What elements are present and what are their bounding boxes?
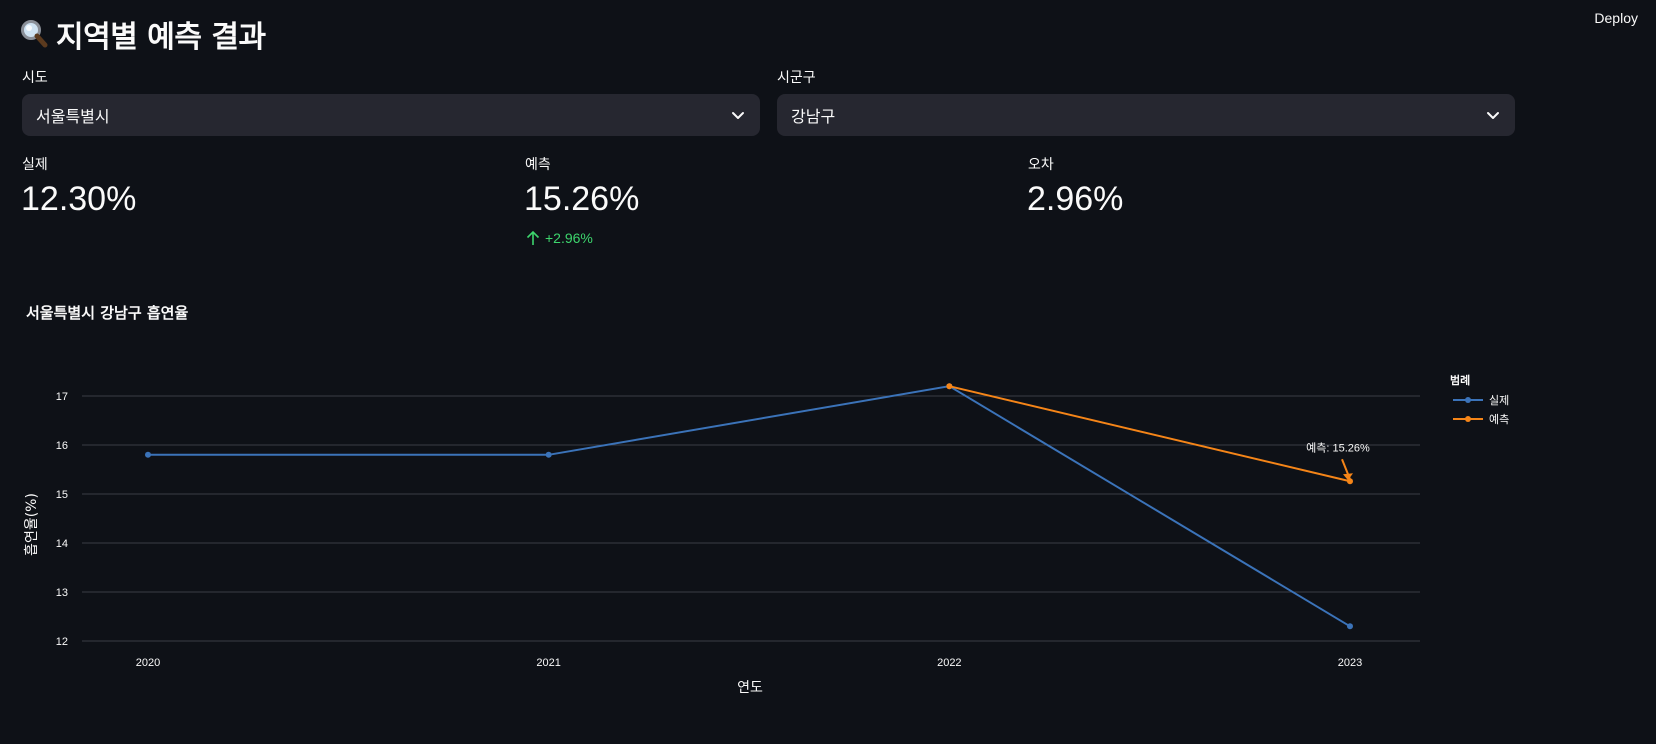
chevron-down-icon: [732, 112, 744, 119]
x-tick-label: 2022: [937, 657, 961, 669]
legend-swatch-point: [1465, 397, 1471, 403]
y-tick-label: 12: [56, 636, 68, 648]
metric-actual-label: 실제: [22, 157, 48, 173]
deploy-button[interactable]: Deploy: [1594, 10, 1638, 26]
x-tick-label: 2020: [136, 657, 160, 669]
x-tick-label: 2021: [536, 657, 560, 669]
sido-label: 시도: [22, 70, 48, 86]
metric-predicted-label: 예측: [525, 157, 551, 173]
y-tick-label: 17: [56, 391, 68, 403]
x-ticks: 2020 2021 2022 2023: [136, 657, 1362, 669]
chevron-down-icon: [1487, 112, 1499, 119]
series-lines: [145, 383, 1353, 630]
sido-select[interactable]: 서울특별시: [22, 94, 760, 136]
line-chart: 12 13 14 15 16 17 2020 2021 2022 2023 예측: 15.26%…: [24, 373, 1509, 696]
sigungu-select-value: 강남구: [791, 107, 836, 126]
sigungu-select[interactable]: 강남구: [777, 94, 1515, 136]
data-point: [545, 451, 552, 458]
y-tick-label: 16: [56, 440, 68, 452]
x-tick-label: 2023: [1338, 657, 1362, 669]
metric-predicted-delta: +2.96%: [526, 230, 593, 246]
metric-predicted-delta-text: +2.96%: [545, 230, 593, 246]
sigungu-label: 시군구: [777, 70, 816, 86]
data-point: [946, 383, 953, 390]
annotations: 예측: 15.26%: [1306, 441, 1370, 481]
legend-title: 범례: [1450, 373, 1470, 387]
grid-lines: [82, 395, 1420, 642]
data-point: [145, 451, 151, 458]
y-tick-label: 13: [56, 587, 68, 599]
page-title-text: 지역별 예측 결과: [56, 20, 266, 55]
data-point: [1347, 623, 1353, 630]
series-line-actual: [148, 385, 1351, 628]
arrow-up-icon: [526, 230, 540, 245]
y-ticks: 12 13 14 15 16 17: [56, 391, 68, 648]
x-axis-label: 연도: [737, 680, 763, 696]
chart-title: 서울특별시 강남구 흡연율: [26, 304, 189, 322]
metric-error-value: 2.96%: [1027, 180, 1124, 218]
sido-select-value: 서울특별시: [36, 107, 110, 126]
legend-label: 예측: [1489, 413, 1509, 426]
y-tick-label: 15: [56, 489, 68, 501]
y-tick-label: 14: [56, 538, 68, 550]
annotation-label: 예측: 15.26%: [1306, 441, 1370, 454]
metric-predicted-value: 15.26%: [524, 180, 640, 218]
magnifier-icon: [20, 19, 48, 49]
annotation-arrowhead: [1343, 473, 1353, 481]
metric-error-label: 오차: [1028, 157, 1054, 173]
series-line-predicted: [949, 385, 1351, 483]
legend-swatch-point: [1465, 416, 1471, 422]
y-axis-label: 흡연율(%): [24, 493, 40, 556]
metric-actual-value: 12.30%: [21, 180, 137, 218]
data-point: [1347, 478, 1353, 485]
legend-label: 실제: [1489, 394, 1509, 407]
page-title: 지역별 예측 결과: [20, 12, 266, 56]
